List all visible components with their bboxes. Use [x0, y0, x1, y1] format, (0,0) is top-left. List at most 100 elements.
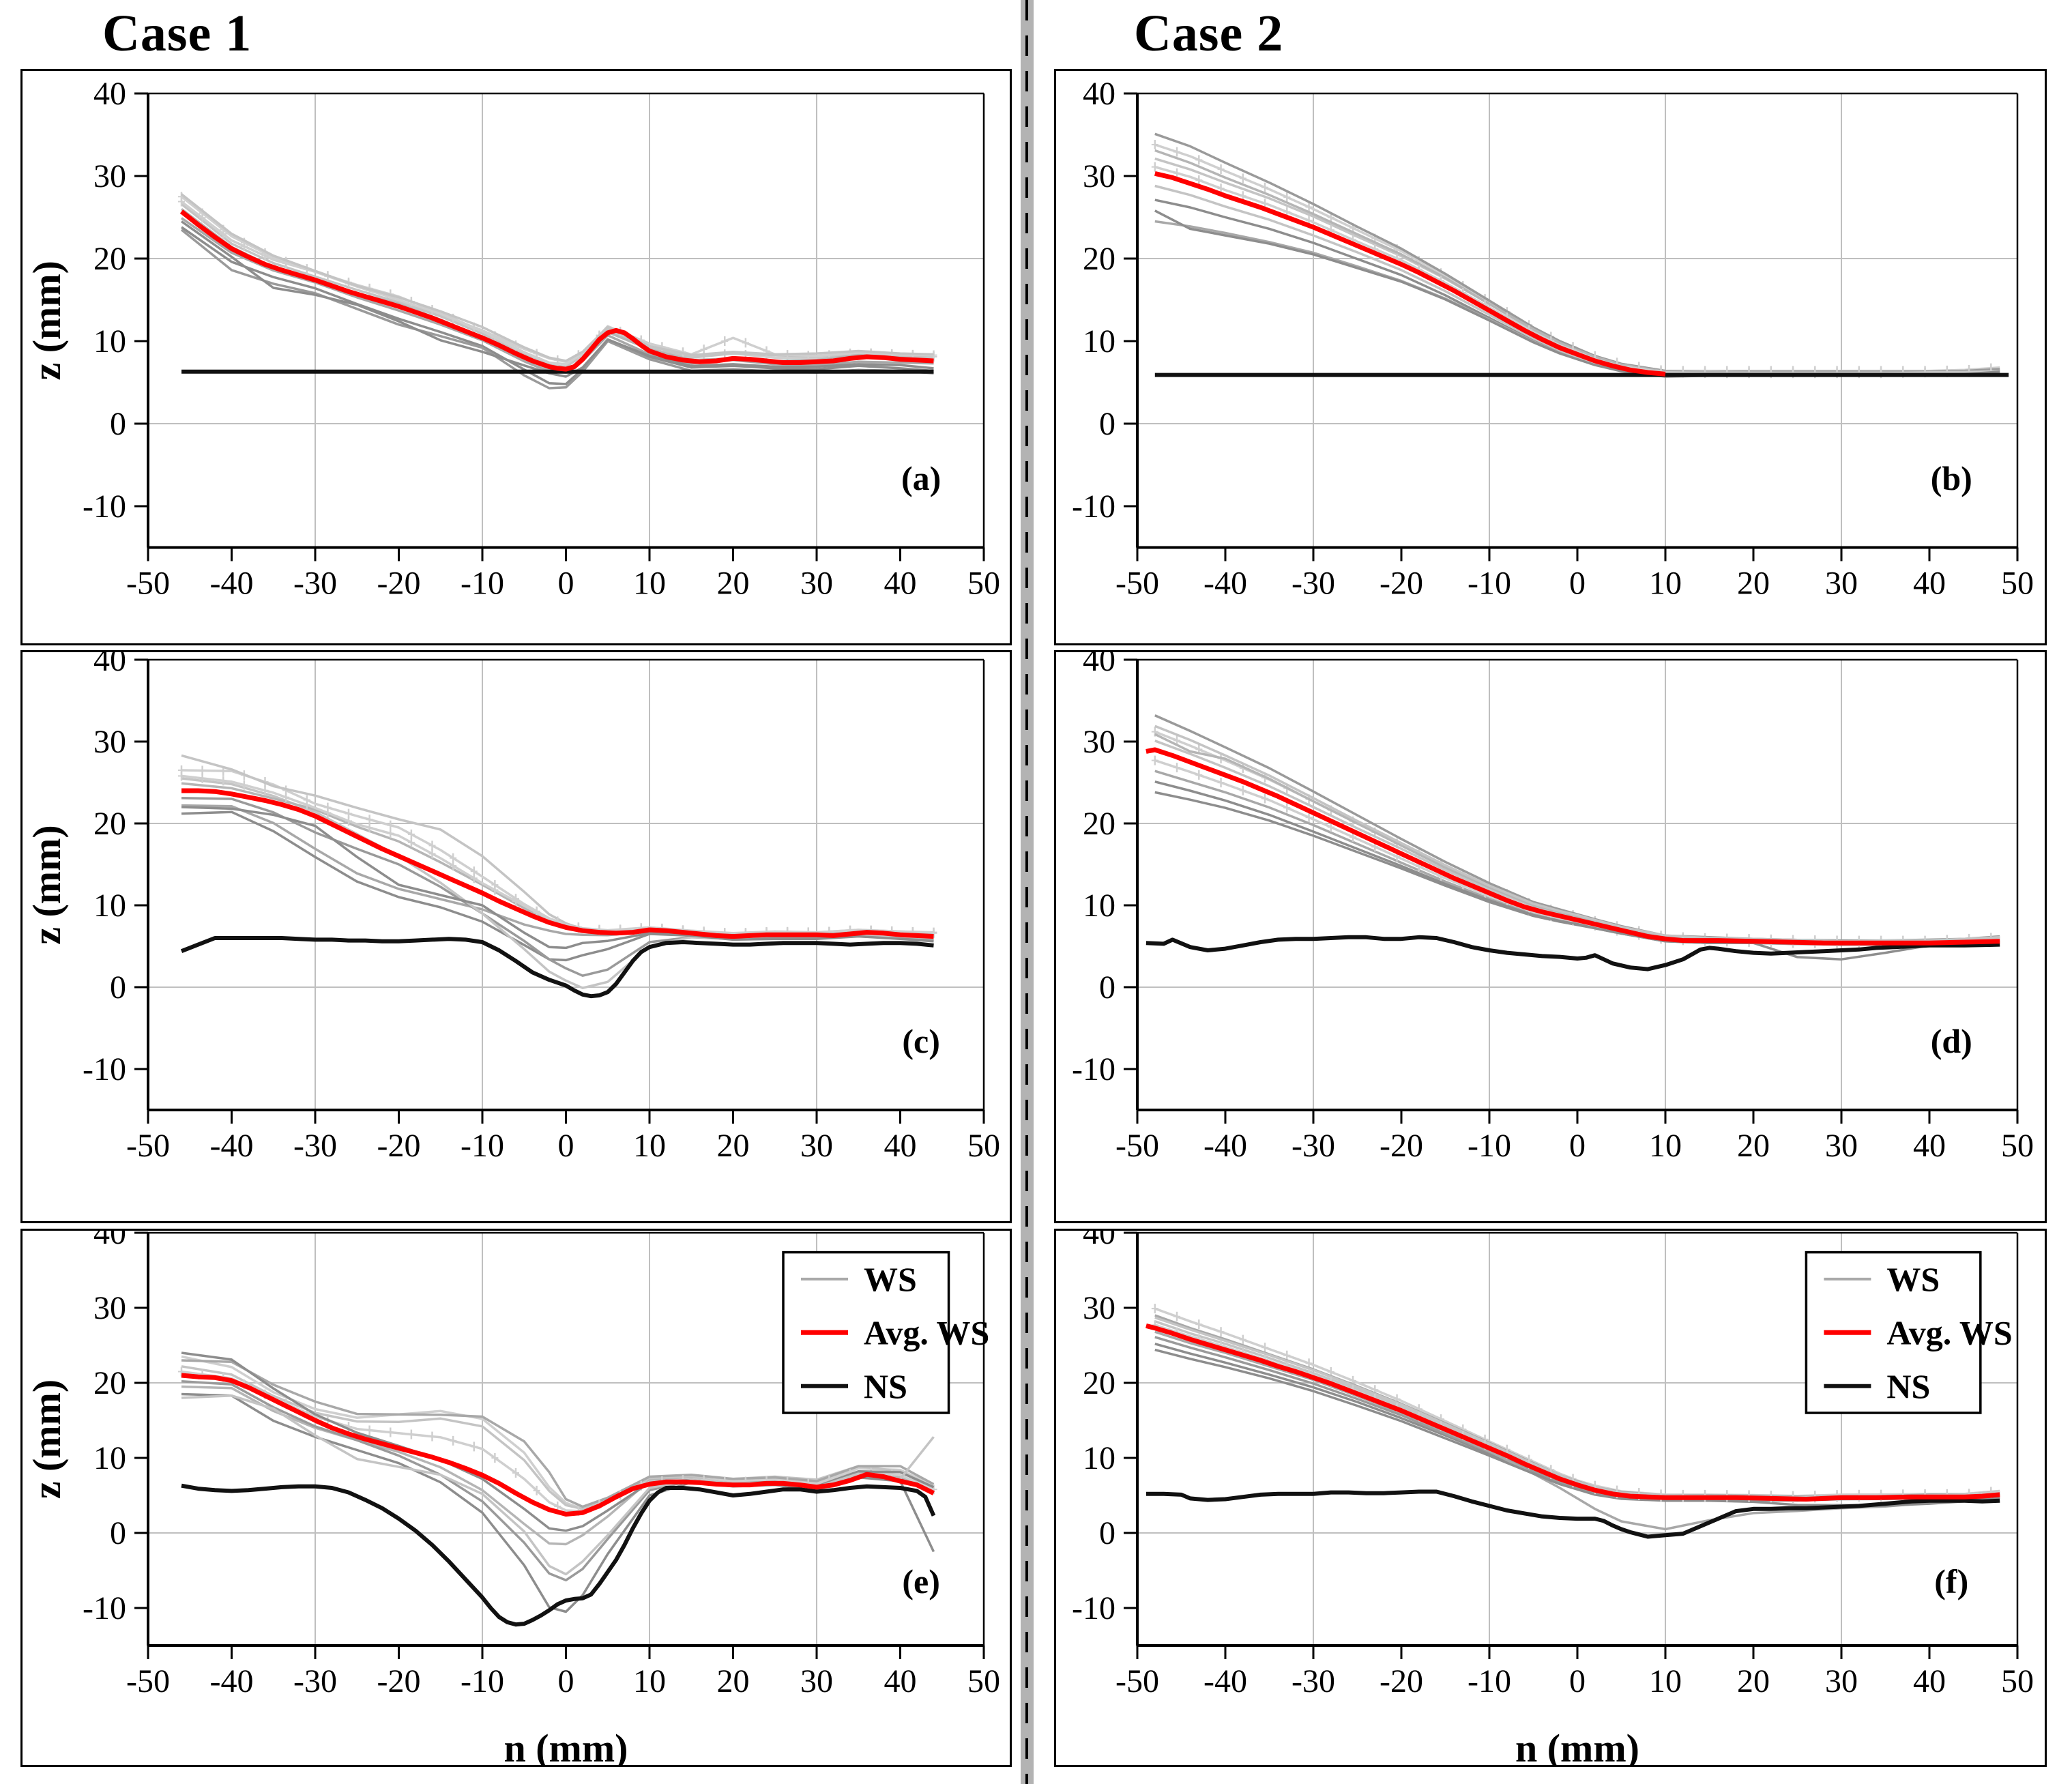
x-tick-label: 10	[633, 566, 666, 602]
x-tick-label: 40	[1913, 1663, 1946, 1699]
y-tick-label: 10	[93, 888, 126, 924]
panel-letter: (a)	[901, 459, 941, 497]
y-tick-label: 20	[1083, 806, 1115, 842]
x-tick-label: 10	[633, 1663, 666, 1699]
y-tick-label: -10	[83, 488, 126, 525]
x-tick-label: 30	[1825, 1663, 1858, 1699]
x-tick-label: -50	[1115, 1128, 1159, 1164]
x-tick-label: 20	[1737, 1663, 1770, 1699]
y-tick-label: -10	[1072, 1051, 1115, 1087]
ws-line	[1154, 143, 2000, 372]
ws-line	[1154, 157, 2000, 374]
x-tick-label: -30	[1292, 1663, 1335, 1699]
x-tick-label: 0	[1569, 566, 1586, 602]
y-tick-label: 0	[110, 406, 126, 442]
x-tick-label: 50	[2001, 1128, 2034, 1164]
y-tick-label: 40	[1083, 650, 1115, 678]
x-tick-label: 20	[717, 1663, 750, 1699]
panel-border	[20, 1229, 1012, 1767]
panel-c-chart: -50 -40 -30 -20 -10 0 10 20 30 40 50 40 30 20 10 0 -10 z …	[20, 650, 1012, 1223]
x-tick-label: -10	[461, 566, 504, 602]
y-tick-label: 20	[1083, 241, 1115, 277]
y-tick-label: 30	[1083, 724, 1115, 760]
x-tick-label: -50	[1115, 1663, 1159, 1699]
column-divider	[1021, 0, 1034, 1784]
y-tick-label: 30	[93, 158, 126, 194]
x-tick-label: 50	[967, 1128, 1000, 1164]
x-tick-label: -40	[210, 1663, 254, 1699]
x-tick-label: -40	[1203, 1128, 1247, 1164]
panel-d-chart: -50 -40 -30 -20 -10 0 10 20 30 40 50 40 30 20 10 0 -10 (d…	[1054, 650, 2047, 1223]
y-tick-label: 40	[93, 76, 126, 112]
x-tick-label: -30	[293, 1663, 337, 1699]
y-tick-label: -10	[83, 1590, 126, 1626]
x-tick-label: 10	[1649, 1128, 1682, 1164]
y-tick-label: 0	[1099, 969, 1115, 1006]
ws-line	[1154, 725, 2000, 943]
x-tick-label: -50	[1115, 566, 1159, 602]
y-tick-label: -10	[83, 1051, 126, 1087]
ns-line	[180, 936, 934, 999]
x-tick-label: 40	[884, 566, 917, 602]
x-axis-title: n (mm)	[504, 1726, 628, 1767]
ws-line	[181, 797, 934, 977]
legend-label: Avg. WS	[1886, 1313, 2012, 1351]
panel-d: -50 -40 -30 -20 -10 0 10 20 30 40 50 40 30 20 10 0 -10 (d…	[1054, 650, 2047, 1223]
x-tick-label: -20	[1380, 1663, 1423, 1699]
panel-letter: (d)	[1931, 1022, 1972, 1060]
panel-border	[1054, 69, 2047, 645]
y-tick-label: 10	[93, 323, 126, 360]
legend-label: WS	[864, 1260, 917, 1298]
x-tick-label: -30	[293, 566, 337, 602]
case-2-title: Case 2	[1134, 5, 1284, 62]
x-tick-label: -10	[1468, 1663, 1511, 1699]
ws-line	[180, 195, 934, 364]
ws-line	[1154, 740, 2000, 944]
avg-ws-line	[1146, 747, 2000, 946]
y-axis-title: z (mm)	[25, 1379, 69, 1500]
y-tick-label: 20	[93, 241, 126, 277]
avg-ws-line	[181, 1373, 935, 1517]
y-tick-label: 40	[93, 1229, 126, 1251]
y-tick-label: 0	[1099, 1515, 1115, 1551]
panel-letter: (b)	[1931, 459, 1972, 497]
x-tick-label: -30	[1292, 1128, 1335, 1164]
x-tick-label: 50	[967, 1663, 1000, 1699]
x-tick-label: 20	[717, 566, 750, 602]
x-tick-label: 10	[1649, 1663, 1682, 1699]
y-tick-label: 30	[93, 724, 126, 760]
y-tick-label: 30	[1083, 158, 1115, 194]
x-tick-label: 10	[1649, 566, 1682, 602]
x-tick-label: -10	[461, 1128, 504, 1164]
ws-line	[1154, 166, 2000, 375]
ws-line	[1154, 733, 2000, 943]
ws-line	[181, 806, 934, 950]
y-tick-label: 20	[93, 1365, 126, 1401]
ws-line	[181, 1365, 935, 1510]
x-tick-label: -20	[1380, 566, 1423, 602]
y-axis-title: z (mm)	[25, 825, 69, 945]
panel-e-chart: -50 -40 -30 -20 -10 0 10 20 30 40 50 40 30 20 10 0 -10 z …	[20, 1229, 1012, 1767]
y-tick-label: 40	[93, 650, 126, 678]
x-tick-label: 30	[1825, 1128, 1858, 1164]
panel-c: -50 -40 -30 -20 -10 0 10 20 30 40 50 40 30 20 10 0 -10 z …	[20, 650, 1012, 1223]
y-tick-label: -10	[1072, 488, 1115, 525]
panel-letter: (e)	[902, 1562, 940, 1600]
y-tick-label: 20	[1083, 1365, 1115, 1401]
x-tick-label: -10	[461, 1663, 504, 1699]
x-axis-title: n (mm)	[1515, 1726, 1639, 1767]
legend-label: Avg. WS	[864, 1313, 989, 1351]
ws-line	[181, 217, 934, 374]
y-tick-label: 0	[110, 969, 126, 1006]
ws-line	[180, 203, 934, 368]
ws-line	[181, 769, 934, 936]
ws-line	[181, 1359, 935, 1508]
ws-line	[1154, 714, 2000, 942]
panel-f-chart: -50 -40 -30 -20 -10 0 10 20 30 40 50403020100-10n …	[1054, 1229, 2047, 1767]
x-tick-label: -20	[377, 566, 421, 602]
y-tick-label: 30	[93, 1290, 126, 1326]
case-1-title: Case 1	[102, 5, 252, 62]
ws-line	[1154, 780, 2000, 961]
x-tick-label: 0	[1569, 1128, 1586, 1164]
